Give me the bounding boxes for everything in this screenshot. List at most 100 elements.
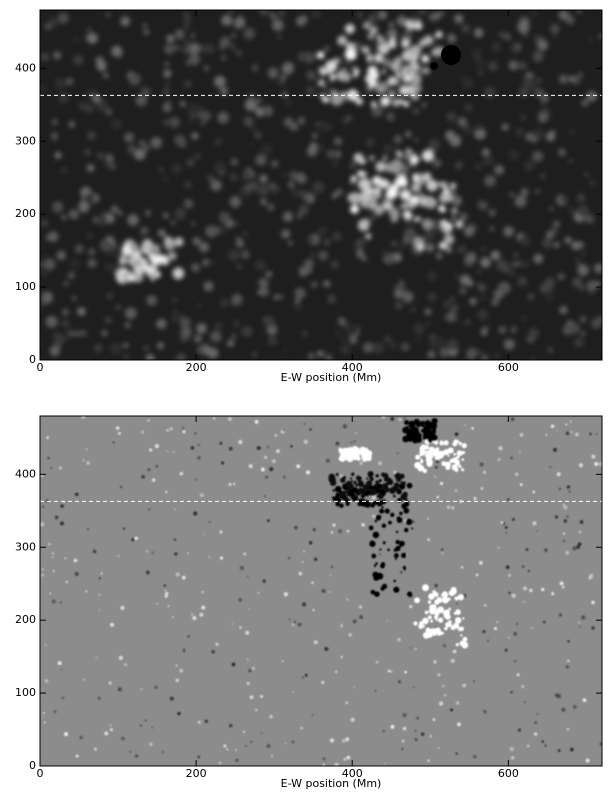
speckle (496, 621, 498, 623)
flux-patch (418, 437, 420, 439)
speckle (312, 609, 314, 611)
granule (356, 250, 364, 258)
granule (268, 336, 278, 346)
speckle (567, 728, 569, 730)
bright-patch (374, 53, 383, 62)
speckle (110, 725, 112, 727)
speckle (164, 589, 166, 591)
speckle (183, 430, 186, 433)
granule (398, 280, 404, 286)
granule (311, 281, 318, 288)
flux-patch (380, 487, 383, 490)
granule (233, 321, 240, 328)
speckle (294, 526, 297, 529)
speckle (52, 552, 54, 554)
speckle (397, 638, 401, 642)
bright-patch (345, 24, 355, 34)
granule (509, 61, 519, 71)
granule (510, 193, 514, 197)
speckle (123, 527, 125, 529)
granule (77, 307, 86, 316)
speckle (255, 420, 259, 424)
granule (271, 14, 277, 20)
flux-patch (454, 439, 459, 444)
speckle (148, 508, 150, 510)
granule (221, 15, 232, 26)
granule (326, 355, 333, 362)
bright-patch (350, 205, 359, 214)
speckle (343, 424, 347, 428)
speckle (166, 429, 168, 431)
speckle (104, 731, 108, 735)
granule (205, 225, 217, 237)
flux-patch (414, 597, 420, 603)
bright-patch (133, 264, 145, 276)
bright-patch (421, 55, 429, 63)
flux-patch (350, 453, 354, 457)
granule (110, 342, 122, 354)
granule (156, 319, 166, 329)
granule (258, 290, 263, 295)
speckle (508, 591, 511, 594)
granule (230, 196, 241, 207)
granule (298, 117, 306, 125)
granule (509, 149, 520, 160)
granule (460, 275, 471, 286)
speckle (455, 432, 459, 436)
flux-patch (420, 453, 424, 457)
granule (546, 132, 555, 141)
speckle (562, 586, 565, 589)
granule (413, 108, 419, 114)
granule (87, 164, 95, 172)
granule (159, 168, 163, 172)
flux-patch (339, 494, 342, 497)
flux-patch (452, 468, 454, 470)
granule (318, 145, 325, 152)
granule (146, 354, 155, 363)
granule (532, 151, 543, 162)
speckle (516, 623, 518, 625)
granule (106, 13, 111, 18)
speckle (399, 418, 402, 421)
speckle (229, 724, 233, 728)
y-tick-label: 0 (29, 759, 36, 772)
bright-patch (164, 236, 173, 245)
speckle (66, 581, 69, 584)
granule (293, 302, 303, 312)
speckle (570, 421, 572, 423)
granule (334, 137, 342, 145)
granule (394, 135, 403, 144)
granule (577, 205, 589, 217)
granule (346, 115, 351, 120)
granule (413, 323, 424, 334)
granule (306, 86, 316, 96)
speckle (483, 471, 486, 474)
granule (382, 58, 392, 68)
flux-patch (443, 597, 445, 599)
granule (477, 270, 482, 275)
granule (560, 306, 568, 314)
speckle (524, 701, 526, 703)
bright-patch (440, 192, 451, 203)
speckle (527, 745, 530, 748)
granule (274, 294, 279, 299)
granule (191, 221, 196, 226)
granule (373, 342, 384, 353)
flux-patch (403, 566, 406, 569)
granule (578, 72, 583, 77)
granule (298, 205, 308, 215)
speckle (48, 543, 50, 545)
flux-patch (381, 472, 385, 476)
speckle (484, 604, 487, 607)
flux-patch (366, 455, 370, 459)
bright-patch (422, 219, 433, 230)
bright-patch (426, 180, 438, 192)
speckle (209, 521, 211, 523)
flux-patch (357, 490, 361, 494)
speckle (294, 621, 296, 623)
granule (537, 40, 548, 51)
speckle (239, 626, 242, 629)
speckle (264, 456, 267, 459)
granule (58, 93, 68, 103)
speckle (354, 441, 356, 443)
